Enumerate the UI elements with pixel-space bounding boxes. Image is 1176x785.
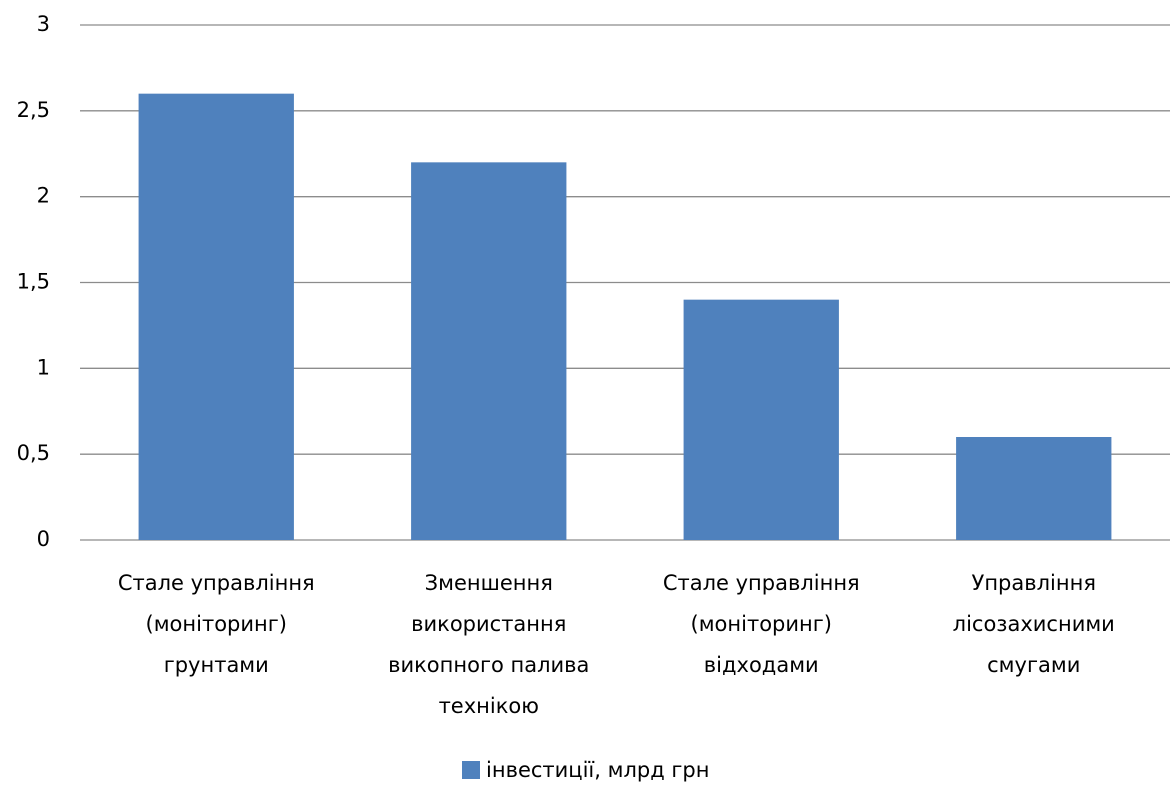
x-tick-label: Стале управління: [118, 571, 315, 595]
bar: [138, 93, 294, 541]
bar: [683, 299, 839, 540]
x-tick-label: Стале управління: [663, 571, 860, 595]
x-tick-label: використання: [411, 612, 566, 636]
x-tick-label: лісозахисними: [953, 612, 1115, 636]
x-tick-label: викопного палива: [388, 653, 589, 677]
y-tick-label: 1,5: [17, 270, 50, 294]
x-tick-label: смугами: [987, 653, 1080, 677]
legend-label: інвестиції, млрд грн: [486, 758, 709, 782]
y-tick-label: 0,5: [17, 441, 50, 465]
bar: [956, 437, 1112, 540]
y-tick-label: 1: [37, 355, 50, 379]
y-tick-label: 0: [37, 527, 50, 551]
legend-swatch: [462, 761, 480, 779]
x-tick-label: (моніторинг): [146, 612, 287, 636]
x-tick-label: відходами: [704, 653, 819, 677]
x-tick-label: Зменшення: [425, 571, 553, 595]
y-tick-label: 2: [37, 184, 50, 208]
x-tick-label: технікою: [439, 694, 539, 718]
x-tick-label: Управління: [972, 571, 1096, 595]
y-tick-label: 2,5: [17, 98, 50, 122]
x-tick-label: грунтами: [164, 653, 269, 677]
bar: [411, 162, 567, 541]
y-tick-label: 3: [37, 12, 50, 36]
x-tick-label: (моніторинг): [691, 612, 832, 636]
